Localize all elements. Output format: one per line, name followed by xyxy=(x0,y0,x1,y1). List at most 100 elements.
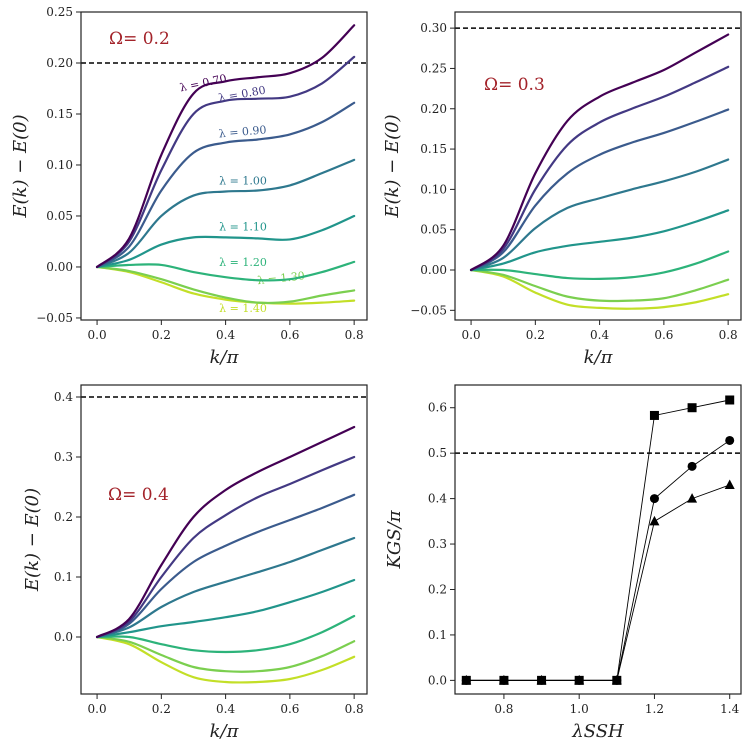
y-tick-label: −0.05 xyxy=(36,311,73,325)
series-line xyxy=(95,101,356,269)
y-tick-label: 0.1 xyxy=(428,628,447,642)
y-tick-label: 0.30 xyxy=(420,21,447,35)
series-label: λ = 1.10 xyxy=(219,220,267,233)
series-label: λ = 1.40 xyxy=(219,302,267,315)
y-tick-label: 0.10 xyxy=(420,182,447,196)
x-axis-label: k/π xyxy=(210,347,240,368)
x-tick-label: 0.2 xyxy=(152,328,171,342)
series-line xyxy=(95,635,356,684)
x-tick-label: 0.6 xyxy=(280,702,299,716)
y-tick-label: 0.4 xyxy=(428,492,447,506)
y-tick-label: 0.5 xyxy=(428,446,447,460)
y-tick-label: 0.2 xyxy=(428,582,447,596)
y-tick-label: 0.4 xyxy=(54,390,73,404)
x-tick-label: 0.4 xyxy=(216,328,235,342)
y-tick-label: −0.05 xyxy=(410,303,447,317)
y-tick-label: 0.25 xyxy=(420,61,447,75)
x-tick-label: 0.4 xyxy=(590,328,609,342)
series-label: λ = 1.20 xyxy=(219,256,267,269)
data-point-triangle xyxy=(724,479,735,489)
series-line xyxy=(469,268,730,303)
series-label: λ = 1.00 xyxy=(219,174,267,187)
y-tick-label: 0.2 xyxy=(54,510,73,524)
y-tick-label: 0.05 xyxy=(420,223,447,237)
panel-top-right: 0.0 0.2 0.4 0.6 0.8 −0.05 0.00 0.05 0.10 0.15 0.20… xyxy=(382,11,742,368)
series-line xyxy=(95,578,356,639)
series-label: λ = 0.80 xyxy=(217,84,266,105)
data-point-circle xyxy=(725,435,735,445)
data-point-circle xyxy=(687,461,697,471)
series-line xyxy=(469,65,730,272)
x-tick-label: 1.4 xyxy=(720,702,739,716)
x-tick-label: 0.8 xyxy=(345,702,364,716)
x-axis-label: λSSH xyxy=(571,721,624,742)
y-tick-label: 0.0 xyxy=(54,630,73,644)
series-line xyxy=(95,536,356,639)
x-tick-label: 0.6 xyxy=(280,328,299,342)
data-point-triangle xyxy=(611,674,622,685)
x-tick-label: 0.4 xyxy=(216,702,235,716)
data-point-circle xyxy=(649,494,659,504)
data-point-triangle xyxy=(687,493,698,503)
y-tick-label: 0.15 xyxy=(420,142,447,156)
y-tick-label: 0.00 xyxy=(420,263,447,277)
series-line xyxy=(95,614,356,654)
y-tick-label: 0.20 xyxy=(46,56,73,70)
data-point-square xyxy=(725,395,735,405)
omega-annotation: Ω= 0.4 xyxy=(108,485,169,505)
series-line xyxy=(95,24,356,269)
y-axis-label: KGS/π xyxy=(384,509,405,569)
series-line xyxy=(469,158,730,272)
series-line xyxy=(466,484,730,681)
y-axis-label: E(k) − E(0) xyxy=(10,114,31,218)
x-tick-label: 0.6 xyxy=(654,328,673,342)
y-tick-label: 0.00 xyxy=(46,260,73,274)
series-line xyxy=(95,455,356,639)
x-tick-label: 0.0 xyxy=(88,702,107,716)
x-tick-label: 1.2 xyxy=(645,702,664,716)
series-line xyxy=(466,399,730,681)
data-point-square xyxy=(649,410,659,420)
series-line xyxy=(469,108,730,272)
x-axis-label: k/π xyxy=(210,721,240,742)
plot-frame xyxy=(454,11,742,321)
series-line xyxy=(95,493,356,639)
omega-annotation: Ω= 0.2 xyxy=(109,29,170,49)
y-axis-label: E(k) − E(0) xyxy=(22,488,43,592)
panel-bottom-left: 0.0 0.2 0.4 0.6 0.8 0.0 0.1 0.2 0.3 0.4 k/π E(k) − … xyxy=(22,384,368,742)
x-tick-label: 0.2 xyxy=(526,328,545,342)
data-point-triangle xyxy=(574,674,585,685)
plot-frame xyxy=(80,384,368,695)
x-tick-label: 0.2 xyxy=(152,702,171,716)
data-point-triangle xyxy=(536,674,547,685)
x-axis-label: k/π xyxy=(584,347,614,368)
panel-top-left: 0.0 0.2 0.4 0.6 0.8 −0.05 0.00 0.05 0.10 0.15 0.20… xyxy=(10,5,368,368)
data-point-triangle xyxy=(649,515,660,526)
y-tick-label: 0.20 xyxy=(420,102,447,116)
y-tick-label: 0.0 xyxy=(428,673,447,687)
y-tick-label: 0.10 xyxy=(46,158,73,172)
y-axis-label: E(k) − E(0) xyxy=(382,114,403,218)
series-line xyxy=(466,440,730,681)
y-tick-label: 0.15 xyxy=(46,107,73,121)
series-line xyxy=(95,425,356,639)
series-line xyxy=(95,635,356,673)
series-line xyxy=(469,33,730,272)
omega-annotation: Ω= 0.3 xyxy=(484,75,545,95)
series-line xyxy=(95,55,356,269)
series-line xyxy=(95,265,356,305)
y-tick-label: 0.3 xyxy=(54,450,73,464)
plot-frame xyxy=(454,384,742,695)
series-line xyxy=(469,250,730,281)
series-line xyxy=(469,268,730,310)
y-tick-label: 0.1 xyxy=(54,570,73,584)
x-tick-label: 0.8 xyxy=(345,328,364,342)
panel-bottom-right: 0.8 1.0 1.2 1.4 0.0 0.1 0.2 0.3 0.4 0.5 0.6 λSSH KGS… xyxy=(384,384,742,742)
data-point-square xyxy=(687,403,697,413)
series-line xyxy=(95,265,356,305)
y-tick-label: 0.25 xyxy=(46,5,73,19)
data-point-triangle xyxy=(498,674,509,685)
x-tick-label: 0.8 xyxy=(719,328,738,342)
series-line xyxy=(95,260,356,282)
